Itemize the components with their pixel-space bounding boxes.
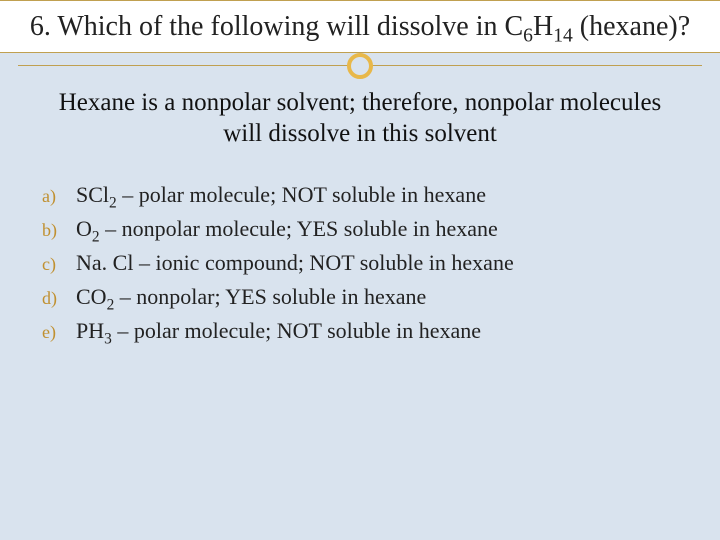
title-prefix: 6. Which of the following will dissolve … — [30, 11, 523, 42]
formula-pre: O — [76, 216, 92, 241]
option-rest: – ionic compound; NOT soluble in hexane — [133, 250, 513, 275]
option-text: Na. Cl – ionic compound; NOT soluble in … — [76, 246, 514, 280]
question-title: 6. Which of the following will dissolve … — [20, 9, 700, 44]
option-text: SCl2 – polar molecule; NOT soluble in he… — [76, 178, 486, 212]
option-letter: e) — [42, 319, 76, 347]
option-text: CO2 – nonpolar; YES soluble in hexane — [76, 280, 426, 314]
option-b: b) O2 – nonpolar molecule; YES soluble i… — [42, 212, 678, 246]
option-rest: – polar molecule; NOT soluble in hexane — [112, 318, 481, 343]
option-rest: – nonpolar; YES soluble in hexane — [114, 284, 426, 309]
slide: 6. Which of the following will dissolve … — [0, 0, 720, 540]
formula-pre: Na. Cl — [76, 250, 133, 275]
title-mid: H — [533, 11, 553, 42]
formula-pre: CO — [76, 284, 107, 309]
option-e: e) PH3 – polar molecule; NOT soluble in … — [42, 314, 678, 348]
option-rest: – nonpolar molecule; YES soluble in hexa… — [100, 216, 498, 241]
options-list: a) SCl2 – polar molecule; NOT soluble in… — [0, 168, 720, 348]
formula-pre: SCl — [76, 182, 109, 207]
option-d: d) CO2 – nonpolar; YES soluble in hexane — [42, 280, 678, 314]
option-rest: – polar molecule; NOT soluble in hexane — [117, 182, 486, 207]
formula-pre: PH — [76, 318, 104, 343]
option-letter: a) — [42, 183, 76, 211]
option-c: c) Na. Cl – ionic compound; NOT soluble … — [42, 246, 678, 280]
divider — [0, 51, 720, 81]
option-a: a) SCl2 – polar molecule; NOT soluble in… — [42, 178, 678, 212]
title-sub2: 14 — [553, 26, 573, 47]
divider-circle-icon — [347, 53, 373, 79]
option-text: O2 – nonpolar molecule; YES soluble in h… — [76, 212, 498, 246]
option-text: PH3 – polar molecule; NOT soluble in hex… — [76, 314, 481, 348]
option-letter: c) — [42, 251, 76, 279]
title-suffix: (hexane)? — [573, 11, 690, 42]
option-letter: d) — [42, 285, 76, 313]
title-sub1: 6 — [523, 26, 533, 47]
formula-sub: 2 — [109, 194, 117, 211]
title-box: 6. Which of the following will dissolve … — [0, 0, 720, 53]
option-letter: b) — [42, 217, 76, 245]
explanation-text: Hexane is a nonpolar solvent; therefore,… — [0, 81, 720, 168]
formula-sub: 3 — [104, 330, 112, 347]
formula-sub: 2 — [92, 228, 100, 245]
